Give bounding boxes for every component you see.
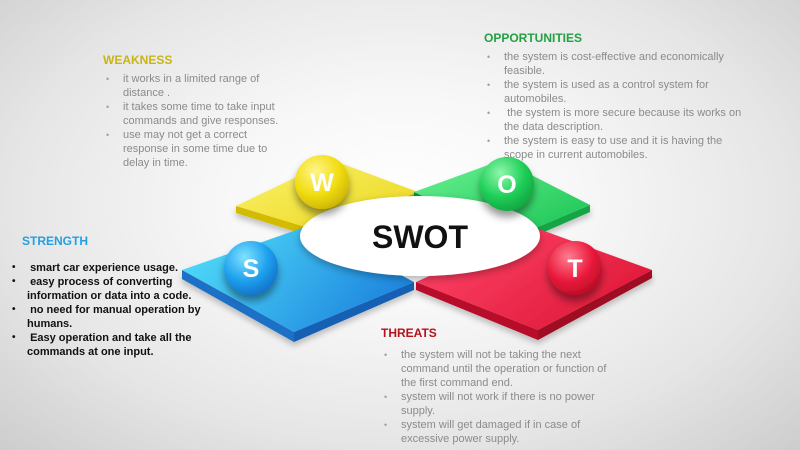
strength-circle [224, 241, 278, 295]
opportunities-item: the system is used as a control system f… [484, 78, 748, 106]
strength-item: easy process of converting information o… [10, 275, 213, 303]
threats-letter: T [567, 255, 582, 283]
weakness-letter: W [310, 169, 334, 197]
opportunities-section: OPPORTUNITIES the system is cost-effecti… [484, 30, 748, 162]
threats-item: system will get damaged if in case of ex… [381, 418, 615, 446]
strength-ball: S [224, 241, 278, 295]
weakness-heading: WEAKNESS [103, 53, 173, 67]
strength-letter: S [243, 255, 260, 283]
threats-circle [548, 241, 602, 295]
opportunities-heading: OPPORTUNITIES [484, 31, 583, 45]
weakness-item: use may not get a correct response in so… [103, 128, 283, 170]
strength-item: smart car experience usage. [10, 261, 213, 275]
threats-tile-edge [416, 282, 538, 340]
opportunities-letter: O [497, 171, 516, 199]
threats-tile-edge [538, 270, 652, 340]
strength-section: STRENGTH smart car experience usage. eas… [10, 233, 213, 359]
opportunities-list: the system is cost-effective and economi… [484, 50, 748, 162]
weakness-item: it takes some time to take input command… [103, 100, 283, 128]
threats-item: system will not work if there is no powe… [381, 390, 615, 418]
strength-tile-edge [294, 282, 414, 342]
strength-item: Easy operation and take all the commands… [10, 331, 213, 359]
threats-list: the system will not be taking the next c… [381, 348, 615, 446]
opportunities-item: the system is cost-effective and economi… [484, 50, 748, 78]
threats-heading: THREATS [381, 326, 437, 340]
opportunities-circle [480, 157, 534, 211]
strength-list: smart car experience usage. easy process… [10, 261, 213, 359]
center-ellipse [300, 196, 540, 276]
strength-item: no need for manual operation by humans. [10, 303, 213, 331]
threats-ball: T [548, 241, 602, 295]
weakness-list: it works in a limited range of distance … [103, 72, 283, 170]
opportunities-ball: O [480, 157, 534, 211]
weakness-section: WEAKNESS it works in a limited range of … [103, 52, 283, 170]
weakness-ball: W [295, 155, 349, 209]
swot-label: SWOT [372, 219, 468, 255]
weakness-circle [295, 155, 349, 209]
strength-heading: STRENGTH [22, 234, 88, 248]
opportunities-item: the system is more secure because its wo… [484, 106, 748, 134]
threats-item: the system will not be taking the next c… [381, 348, 615, 390]
opportunities-item: the system is easy to use and it is havi… [484, 134, 748, 162]
weakness-item: it works in a limited range of distance … [103, 72, 283, 100]
threats-section: THREATS the system will not be taking th… [381, 325, 615, 446]
